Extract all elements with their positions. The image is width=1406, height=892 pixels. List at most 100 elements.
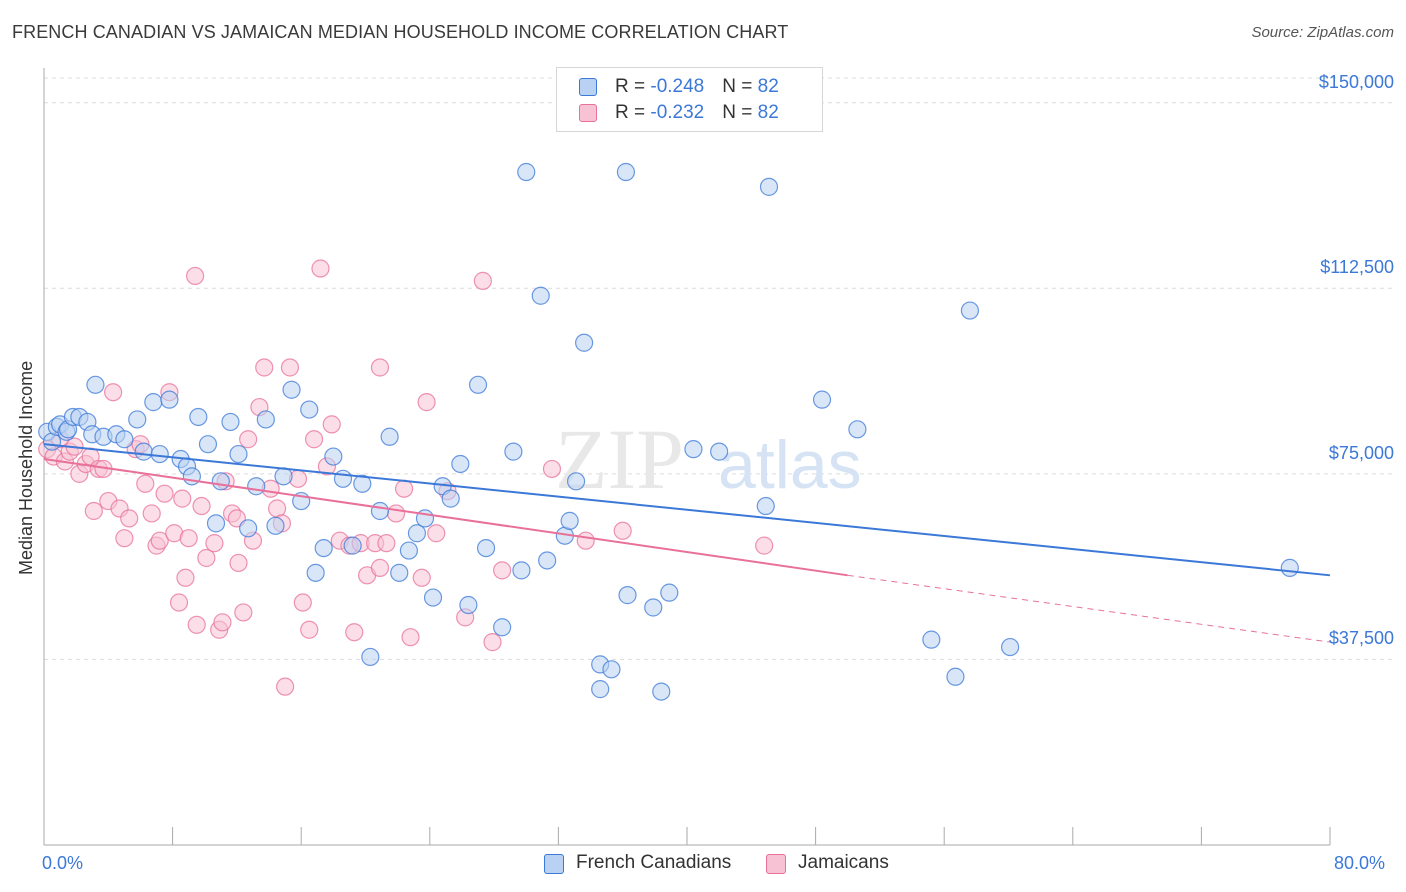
- legend-r-value: -0.232: [650, 102, 705, 123]
- data-point: [333, 469, 353, 488]
- data-point: [576, 531, 595, 550]
- data-point: [504, 442, 523, 461]
- data-point: [136, 474, 155, 493]
- data-point: [417, 393, 436, 412]
- trend-lines: [43, 443, 1331, 643]
- data-point: [155, 484, 174, 503]
- legend-n-value: 82: [757, 102, 779, 123]
- data-point: [468, 375, 488, 394]
- data-point: [922, 630, 941, 649]
- data-point: [848, 420, 867, 439]
- data-point: [150, 531, 169, 550]
- data-point: [423, 588, 443, 607]
- data-point: [390, 563, 409, 582]
- data-point: [613, 521, 632, 540]
- data-point: [353, 474, 372, 493]
- data-point: [756, 496, 775, 516]
- data-point: [427, 524, 446, 543]
- y-tick-label: $75,000: [1328, 442, 1394, 463]
- data-point: [542, 459, 562, 479]
- data-point: [476, 538, 496, 558]
- legend-swatch-pink: [579, 104, 597, 122]
- data-point: [115, 430, 134, 449]
- data-point: [282, 380, 301, 399]
- data-point: [517, 162, 536, 182]
- data-point: [300, 400, 319, 419]
- data-point: [234, 603, 253, 622]
- data-point: [684, 440, 703, 459]
- correlation-legend: R = -0.248 N = 82 R = -0.232 N = 82: [556, 67, 823, 132]
- data-point: [616, 162, 636, 182]
- data-point: [560, 511, 579, 530]
- data-point: [274, 467, 293, 486]
- data-point: [247, 477, 266, 496]
- data-point: [198, 435, 218, 454]
- data-point: [120, 509, 139, 528]
- data-point: [399, 541, 419, 560]
- legend-r-value: -0.248: [650, 76, 705, 97]
- data-point: [652, 682, 671, 701]
- data-point: [150, 444, 169, 464]
- data-point: [946, 667, 965, 686]
- data-point: [493, 618, 512, 637]
- watermark-zip: ZIP: [555, 411, 684, 507]
- data-point: [206, 514, 226, 533]
- data-point: [205, 534, 224, 553]
- watermark: ZIP atlas: [555, 411, 862, 507]
- legend-n-label: N =: [722, 102, 758, 123]
- data-point: [451, 454, 470, 474]
- data-point: [473, 271, 492, 290]
- data-point: [394, 479, 414, 498]
- legend-swatch-blue: [544, 854, 564, 874]
- data-point: [538, 551, 557, 570]
- data-point: [160, 390, 179, 409]
- data-point: [104, 383, 123, 402]
- data-point: [591, 680, 610, 699]
- data-point: [186, 266, 205, 286]
- data-point: [459, 595, 478, 615]
- data-point: [304, 430, 324, 449]
- data-point: [86, 375, 105, 394]
- data-point: [211, 472, 230, 491]
- series-french-canadians: [38, 162, 1299, 701]
- data-point: [401, 628, 420, 647]
- series-jamaicans: [38, 259, 774, 696]
- legend-swatch-blue: [579, 78, 597, 96]
- data-point: [531, 286, 550, 305]
- watermark-atlas: atlas: [718, 427, 862, 503]
- data-point: [1001, 637, 1020, 657]
- grid-lines: [44, 77, 1394, 660]
- data-point: [412, 568, 431, 587]
- chart-title: FRENCH CANADIAN VS JAMAICAN MEDIAN HOUSE…: [12, 22, 789, 42]
- data-point: [239, 430, 258, 449]
- data-point: [128, 410, 147, 429]
- data-point: [755, 536, 774, 555]
- data-point: [812, 390, 832, 409]
- data-point: [192, 496, 211, 516]
- data-point: [229, 553, 248, 573]
- legend-label-french-canadians: French Canadians: [576, 852, 732, 873]
- y-tick-label: $37,500: [1328, 628, 1394, 649]
- data-point: [182, 467, 201, 486]
- data-point: [370, 558, 390, 577]
- data-point: [255, 358, 274, 377]
- y-tick-label: $150,000: [1318, 71, 1394, 92]
- trend-line: [43, 443, 1331, 577]
- data-point: [221, 412, 240, 432]
- data-point: [324, 447, 343, 466]
- data-point: [311, 259, 330, 278]
- data-point: [197, 548, 216, 568]
- data-point: [187, 615, 206, 634]
- data-point: [370, 501, 390, 521]
- data-point: [759, 177, 779, 196]
- data-point: [115, 529, 134, 548]
- legend-swatch-pink: [766, 854, 786, 874]
- data-point: [441, 489, 460, 508]
- legend-r-label: R =: [615, 76, 651, 97]
- data-point: [512, 561, 531, 580]
- data-point: [322, 415, 341, 434]
- data-point: [144, 393, 163, 412]
- legend-n-value: 82: [757, 76, 779, 97]
- data-point: [176, 568, 195, 587]
- data-point: [179, 529, 198, 548]
